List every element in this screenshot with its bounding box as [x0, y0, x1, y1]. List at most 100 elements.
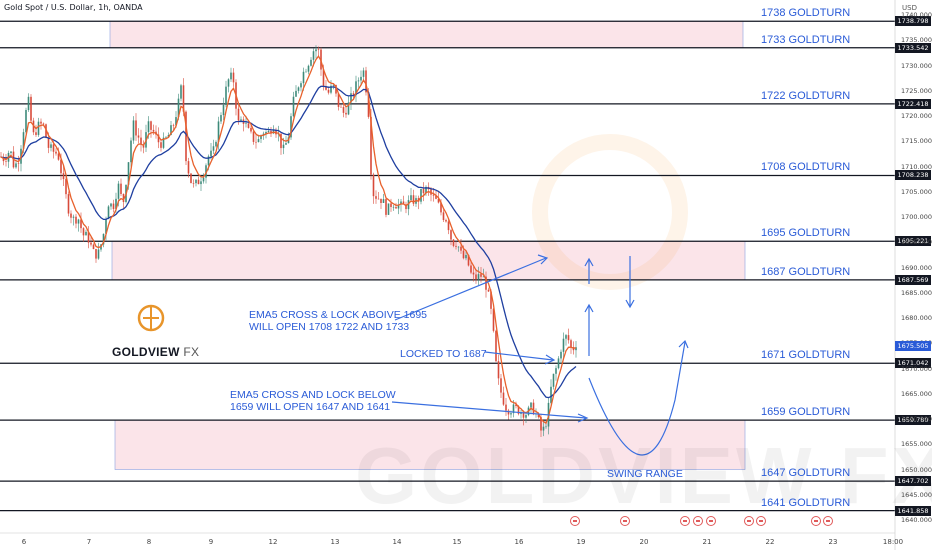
candle-body [5, 161, 7, 162]
candle-body [200, 181, 202, 185]
brand-name: GOLDVIEW [112, 345, 180, 359]
level-label: 1733 GOLDTURN [761, 33, 851, 46]
candle-body [482, 276, 485, 278]
annotation-locked: LOCKED TO 1687 [400, 348, 487, 360]
candle-body [237, 108, 240, 121]
candle-body [147, 121, 150, 133]
candle-body [240, 119, 242, 121]
candle-body [137, 135, 140, 138]
event-flag-icon[interactable] [680, 516, 690, 526]
event-flag-icon[interactable] [756, 516, 766, 526]
candle-body [172, 125, 175, 126]
candle-body [195, 179, 197, 184]
candle-body [187, 161, 190, 174]
level-price-tag: 1647.702 [895, 476, 931, 487]
current-price-tag: 1675.505 [895, 341, 931, 351]
candle-body [545, 426, 547, 428]
x-tick-label: 19 [576, 538, 586, 546]
candle-body [397, 204, 400, 209]
candle-body [260, 135, 262, 140]
y-tick-label: 1660.000 [901, 415, 932, 424]
candle-body [50, 144, 52, 148]
candle-body [102, 233, 105, 245]
candle-body [27, 96, 30, 111]
swing-curve [588, 341, 686, 456]
x-tick-label: 18:00 [882, 538, 904, 546]
x-tick-label: 21 [702, 538, 712, 546]
candle-body [492, 308, 495, 331]
candle-body [0, 156, 2, 158]
candle-body [562, 338, 565, 352]
candle-body [515, 404, 517, 407]
candle-body [557, 358, 560, 369]
candle-body [490, 291, 492, 309]
symbol-title[interactable]: Gold Spot / U.S. Dollar, 1h, OANDA [4, 3, 143, 12]
brand-logo: GOLDVIEW FX [112, 345, 199, 359]
candle-body [475, 274, 477, 280]
candle-body [345, 112, 347, 115]
candle-body [512, 404, 515, 414]
x-tick-label: 7 [86, 538, 92, 546]
event-flag-icon[interactable] [570, 516, 580, 526]
candle-body [570, 340, 572, 348]
candle-body [215, 141, 217, 147]
candle-body [190, 173, 192, 183]
candle-body [340, 106, 342, 108]
y-tick-label: 1650.000 [901, 465, 932, 474]
level-price-tag: 1722.418 [895, 98, 931, 109]
arrow-locked [484, 351, 554, 361]
candle-body [390, 203, 392, 207]
level-price-tag: 1738.798 [895, 16, 931, 27]
candle-body [270, 130, 272, 134]
candle-body [555, 368, 557, 374]
zone-box [109, 20, 744, 49]
candle-body [30, 96, 32, 121]
candle-body [135, 120, 137, 136]
annotation-swing-range: SWING RANGE [607, 468, 683, 480]
candle-body [72, 216, 75, 218]
candle-body [45, 124, 47, 138]
candle-body [487, 289, 490, 292]
candle-body [302, 71, 305, 84]
candle-body [385, 199, 387, 215]
candle-body [122, 193, 125, 202]
candle-body [197, 179, 200, 185]
y-tick-label: 1705.000 [901, 187, 932, 196]
candle-body [97, 249, 100, 259]
candle-body [312, 51, 315, 60]
candle-body [160, 142, 162, 148]
candle-body [55, 151, 57, 154]
candle-body [75, 216, 77, 224]
candle-body [87, 231, 90, 243]
level-label: 1738 GOLDTURN [761, 7, 851, 20]
level-label: 1695 GOLDTURN [761, 227, 851, 240]
candle-body [355, 81, 357, 96]
candle-body [337, 93, 340, 107]
candle-body [472, 272, 475, 275]
candle-body [317, 49, 320, 51]
candle-body [457, 246, 460, 248]
candle-body [250, 127, 252, 132]
candle-body [285, 143, 287, 145]
candle-body [282, 144, 285, 149]
event-flag-icon[interactable] [693, 516, 703, 526]
candle-body [220, 115, 222, 122]
candle-body [335, 85, 337, 94]
event-flag-icon[interactable] [823, 516, 833, 526]
arrow-head-swing [678, 339, 689, 349]
x-tick-label: 23 [828, 538, 838, 546]
event-flag-icon[interactable] [706, 516, 716, 526]
event-flag-icon[interactable] [811, 516, 821, 526]
y-tick-label: 1645.000 [901, 490, 932, 499]
candle-body [185, 111, 187, 162]
candle-body [465, 254, 467, 259]
x-tick-label: 14 [392, 538, 402, 546]
ema-fast-line [0, 55, 577, 425]
event-flag-icon[interactable] [620, 516, 630, 526]
candle-body [357, 80, 360, 82]
candle-body [120, 183, 122, 194]
candle-body [332, 85, 335, 86]
event-flag-icon[interactable] [744, 516, 754, 526]
candle-body [502, 392, 505, 405]
